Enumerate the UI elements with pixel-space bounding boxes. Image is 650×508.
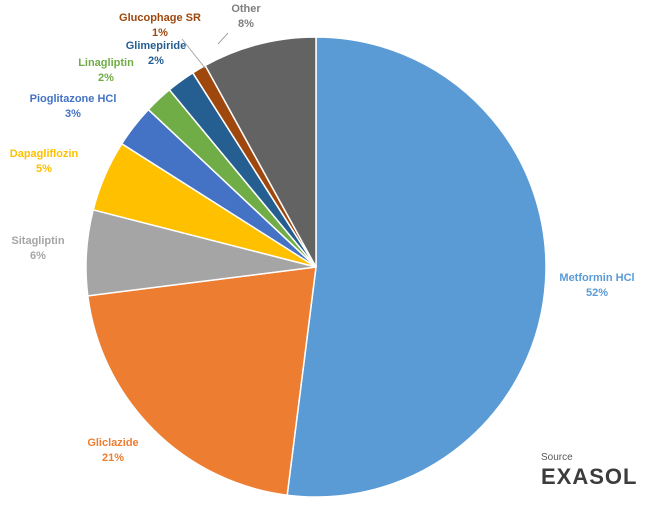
slice-label: Glucophage SR [119, 12, 201, 24]
slice-label: Dapagliflozin [10, 148, 79, 160]
value-label: 1% [152, 27, 168, 39]
value-label: 8% [238, 18, 254, 30]
slice-label: Glimepiride [126, 40, 187, 52]
value-label: 3% [65, 108, 81, 120]
pie [85, 36, 547, 498]
value-label: 52% [586, 287, 608, 299]
value-label: 2% [98, 72, 114, 84]
value-label: 21% [102, 452, 124, 464]
leader-line [181, 38, 206, 69]
leader-line [217, 32, 229, 45]
value-label: 5% [36, 163, 52, 175]
slice-label: Other [231, 3, 261, 15]
pie-slice [204, 36, 317, 268]
slice-label: Metformin HCl [559, 272, 634, 284]
slice-label: Gliclazide [87, 437, 138, 449]
slice-label: Pioglitazone HCl [30, 93, 117, 105]
slice-label: Linagliptin [78, 57, 134, 69]
value-label: 2% [148, 55, 164, 67]
pie-slice [286, 36, 547, 498]
slice-label: Sitagliptin [11, 235, 64, 247]
pie-slice [86, 266, 317, 497]
data-labels: Metformin HCl 52% Gliclazide 21% Sitagliptin… [10, 3, 635, 464]
source-label: Source [541, 452, 573, 463]
source-brand: EXASOL [541, 464, 637, 489]
value-label: 6% [30, 250, 46, 262]
